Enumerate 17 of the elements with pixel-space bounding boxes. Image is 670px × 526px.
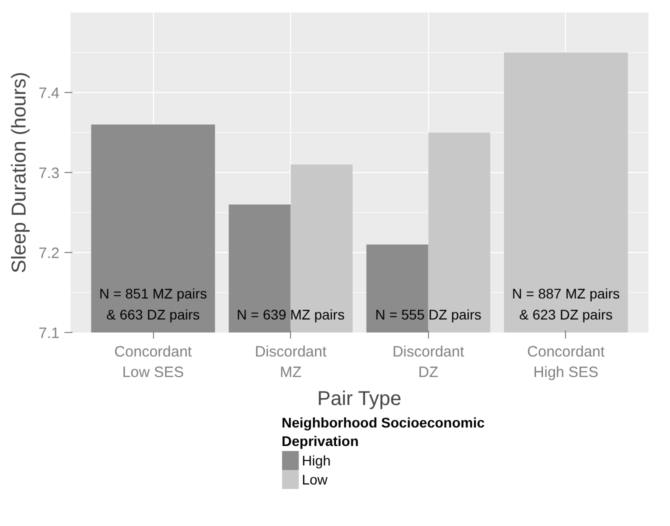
annotation: N = 639 MZ pairs <box>236 306 345 322</box>
x-tick-label: Discordant DZ <box>392 344 465 381</box>
x-axis-title: Pair Type <box>317 388 402 410</box>
y-tick-label: 7.1 <box>38 325 60 342</box>
y-tick-label: 7.3 <box>38 165 60 182</box>
x-tick-label: Discordant MZ <box>254 344 328 381</box>
legend-title: Neighborhood Socioeconomic Deprivation <box>282 414 485 449</box>
x-tick-label: Concordant Low SES <box>114 344 193 381</box>
y-tick-label: 7.2 <box>38 245 60 262</box>
x-tick-label: Concordant High SES <box>527 344 606 381</box>
annotation: N = 555 DZ pairs <box>375 306 482 322</box>
annotation: N = 887 MZ pairs & 623 DZ pairs <box>512 286 620 322</box>
annotation: N = 851 MZ pairs & 663 DZ pairs <box>99 286 207 322</box>
y-axis-title: Sleep Duration (hours) <box>8 72 31 274</box>
y-tick-label: 7.4 <box>38 85 60 102</box>
legend-label: Low <box>302 472 328 488</box>
legend-label: High <box>302 452 331 468</box>
